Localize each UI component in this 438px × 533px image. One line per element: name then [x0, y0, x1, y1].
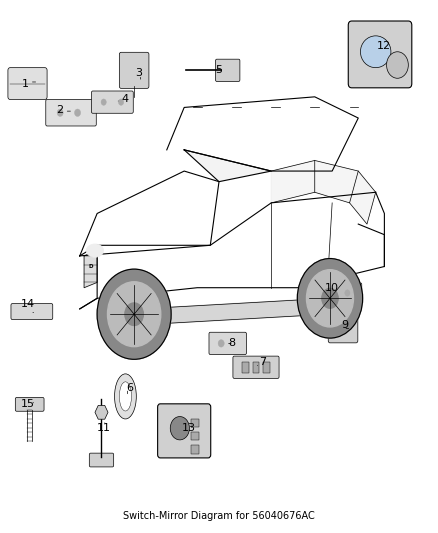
Text: 15: 15 — [21, 399, 35, 409]
FancyBboxPatch shape — [158, 404, 211, 458]
FancyBboxPatch shape — [348, 21, 412, 88]
Circle shape — [107, 282, 161, 346]
Text: 7: 7 — [259, 357, 266, 367]
Circle shape — [307, 270, 353, 327]
Text: 6: 6 — [126, 383, 133, 393]
FancyBboxPatch shape — [311, 283, 362, 303]
FancyBboxPatch shape — [11, 304, 53, 319]
Text: 2: 2 — [57, 105, 64, 115]
Text: Switch-Mirror Diagram for 56040676AC: Switch-Mirror Diagram for 56040676AC — [123, 511, 315, 521]
Bar — [253, 362, 259, 373]
FancyBboxPatch shape — [89, 453, 114, 467]
Ellipse shape — [86, 244, 104, 257]
Text: 5: 5 — [215, 66, 223, 75]
FancyBboxPatch shape — [209, 332, 247, 354]
Circle shape — [387, 52, 408, 78]
Bar — [191, 445, 199, 454]
Polygon shape — [184, 150, 271, 182]
Circle shape — [118, 99, 124, 106]
Polygon shape — [95, 406, 108, 419]
FancyBboxPatch shape — [15, 398, 44, 411]
Circle shape — [345, 290, 350, 296]
Ellipse shape — [119, 382, 131, 411]
FancyBboxPatch shape — [215, 59, 240, 82]
Ellipse shape — [115, 374, 136, 419]
Circle shape — [322, 288, 338, 308]
Text: D: D — [88, 264, 93, 269]
Circle shape — [97, 269, 171, 359]
Circle shape — [74, 109, 81, 116]
Bar — [191, 432, 199, 440]
Circle shape — [297, 259, 363, 338]
FancyBboxPatch shape — [92, 91, 133, 114]
Circle shape — [57, 109, 63, 116]
Text: 11: 11 — [97, 423, 111, 433]
FancyBboxPatch shape — [233, 356, 279, 378]
Polygon shape — [271, 160, 315, 203]
Text: 12: 12 — [377, 42, 392, 52]
Circle shape — [218, 340, 224, 347]
Text: 1: 1 — [22, 78, 29, 88]
Circle shape — [170, 417, 189, 440]
Text: 10: 10 — [325, 282, 339, 293]
Circle shape — [125, 303, 143, 326]
Bar — [242, 362, 249, 373]
FancyBboxPatch shape — [328, 312, 358, 343]
Text: 13: 13 — [181, 423, 195, 433]
Text: 4: 4 — [122, 94, 129, 104]
Text: 9: 9 — [342, 320, 349, 330]
Polygon shape — [84, 251, 97, 288]
FancyBboxPatch shape — [46, 100, 96, 126]
Text: 14: 14 — [21, 298, 35, 309]
Text: 8: 8 — [229, 338, 236, 349]
Bar — [191, 419, 199, 427]
Polygon shape — [141, 298, 328, 325]
Polygon shape — [350, 171, 376, 224]
Ellipse shape — [360, 36, 391, 68]
Bar — [263, 362, 270, 373]
FancyBboxPatch shape — [8, 68, 47, 100]
Polygon shape — [315, 160, 358, 203]
Circle shape — [101, 99, 106, 106]
Text: 3: 3 — [135, 68, 142, 78]
FancyBboxPatch shape — [119, 52, 149, 88]
